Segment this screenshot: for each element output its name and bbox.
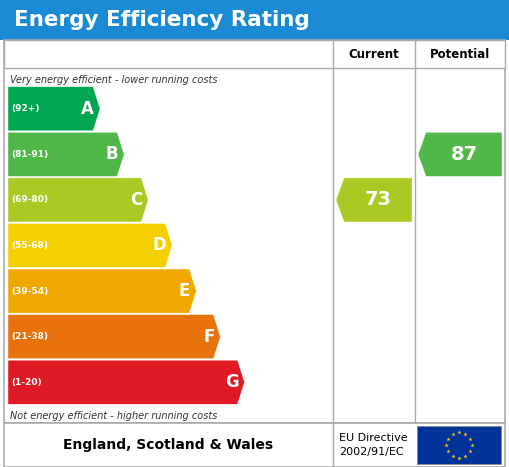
Text: B: B <box>105 145 118 163</box>
Text: (69-80): (69-80) <box>11 195 48 205</box>
Text: Not energy efficient - higher running costs: Not energy efficient - higher running co… <box>10 411 217 421</box>
Text: 73: 73 <box>364 191 391 209</box>
Text: C: C <box>130 191 142 209</box>
Polygon shape <box>8 87 100 131</box>
Polygon shape <box>336 178 412 222</box>
Text: 87: 87 <box>450 145 477 164</box>
Polygon shape <box>8 315 220 359</box>
Text: F: F <box>203 328 214 346</box>
Polygon shape <box>418 132 502 177</box>
Text: Very energy efficient - lower running costs: Very energy efficient - lower running co… <box>10 75 217 85</box>
Text: E: E <box>179 282 190 300</box>
Text: Potential: Potential <box>430 48 490 61</box>
Text: EU Directive
2002/91/EC: EU Directive 2002/91/EC <box>339 433 408 457</box>
Text: England, Scotland & Wales: England, Scotland & Wales <box>64 438 273 452</box>
Bar <box>4 40 505 423</box>
Polygon shape <box>8 132 124 177</box>
Polygon shape <box>8 224 172 268</box>
Text: G: G <box>225 373 239 391</box>
Text: A: A <box>81 100 94 118</box>
Text: (92+): (92+) <box>11 104 40 113</box>
Bar <box>0 0 509 40</box>
Bar <box>417 426 501 464</box>
Text: Current: Current <box>349 48 400 61</box>
Text: D: D <box>153 236 166 255</box>
Polygon shape <box>8 269 196 313</box>
Text: (21-38): (21-38) <box>11 332 48 341</box>
Bar <box>4 40 505 68</box>
Text: (39-54): (39-54) <box>11 287 48 296</box>
Polygon shape <box>8 360 244 404</box>
Bar <box>4 423 505 467</box>
Text: (55-68): (55-68) <box>11 241 48 250</box>
Text: (81-91): (81-91) <box>11 150 48 159</box>
Text: Energy Efficiency Rating: Energy Efficiency Rating <box>14 10 310 30</box>
Text: (1-20): (1-20) <box>11 378 42 387</box>
Polygon shape <box>8 178 148 222</box>
